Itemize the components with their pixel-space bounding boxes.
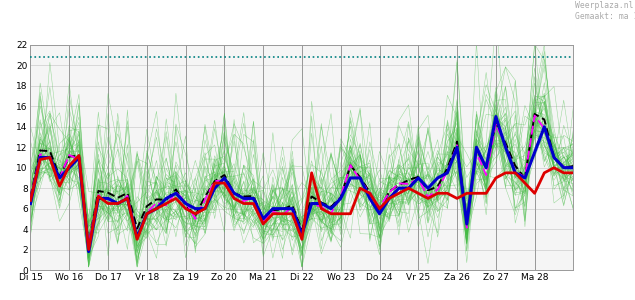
Text: Weerplaza.nl - regio zuid
Gemaakt: ma 14 apr 21:52: Weerplaza.nl - regio zuid Gemaakt: ma 14…	[575, 2, 635, 21]
